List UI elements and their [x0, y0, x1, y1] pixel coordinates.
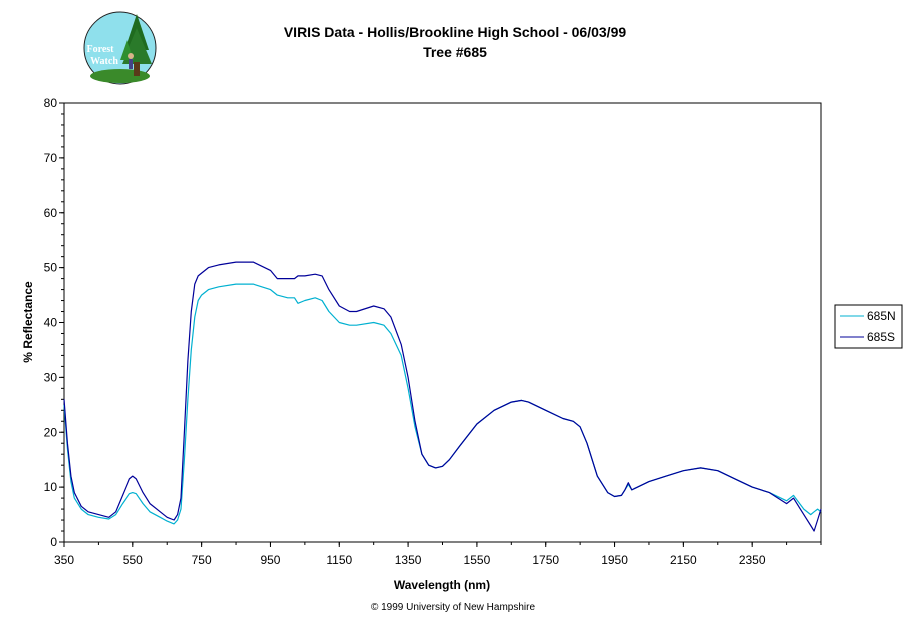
forest-watch-logo: Forest Watch: [83, 11, 157, 85]
y-tick-label: 30: [44, 370, 58, 384]
x-tick-label: 1750: [532, 553, 559, 567]
series-group: [63, 261, 822, 532]
plot-area: [63, 102, 822, 543]
y-axis: 0 10 20 30 40 50 60 70 80: [44, 96, 64, 549]
x-tick-label: 1150: [326, 553, 352, 567]
x-axis: 350 550 750 950 1150 1350 1550 1750 1950 2150 2350: [54, 542, 822, 567]
y-tick-label: 20: [44, 425, 58, 439]
y-tick-label: 50: [44, 261, 58, 275]
x-axis-title: Wavelength (nm): [394, 578, 490, 592]
series-line-685n: [63, 283, 822, 525]
y-tick-label: 0: [50, 535, 57, 549]
x-tick-label: 1350: [395, 553, 422, 567]
logo-text-line1: Forest: [86, 44, 114, 55]
legend: 685N 685S: [834, 304, 903, 349]
y-tick-label: 10: [44, 480, 58, 494]
copyright-text: © 1999 University of New Hampshire: [371, 602, 536, 613]
x-tick-label: 2350: [739, 553, 766, 567]
legend-label-685n: 685N: [867, 309, 896, 323]
chart-title: VIRIS Data - Hollis/Brookline High Schoo…: [284, 24, 627, 40]
legend-label-685s: 685S: [867, 330, 895, 344]
series-line-685s: [63, 261, 822, 532]
y-tick-label: 60: [44, 206, 58, 220]
x-tick-label: 1950: [601, 553, 628, 567]
y-tick-label: 80: [44, 96, 58, 110]
legend-box: [834, 304, 903, 349]
x-tick-label: 550: [123, 553, 143, 567]
x-tick-label: 2150: [670, 553, 697, 567]
x-tick-label: 350: [54, 553, 74, 567]
y-axis-title: % Reflectance: [21, 281, 35, 363]
x-tick-label: 1550: [464, 553, 491, 567]
y-tick-label: 70: [44, 151, 58, 165]
x-tick-label: 950: [260, 553, 280, 567]
y-tick-label: 40: [44, 316, 58, 330]
x-tick-label: 750: [192, 553, 212, 567]
logo-text-line2: Watch: [90, 56, 118, 67]
chart-subtitle: Tree #685: [423, 44, 487, 60]
